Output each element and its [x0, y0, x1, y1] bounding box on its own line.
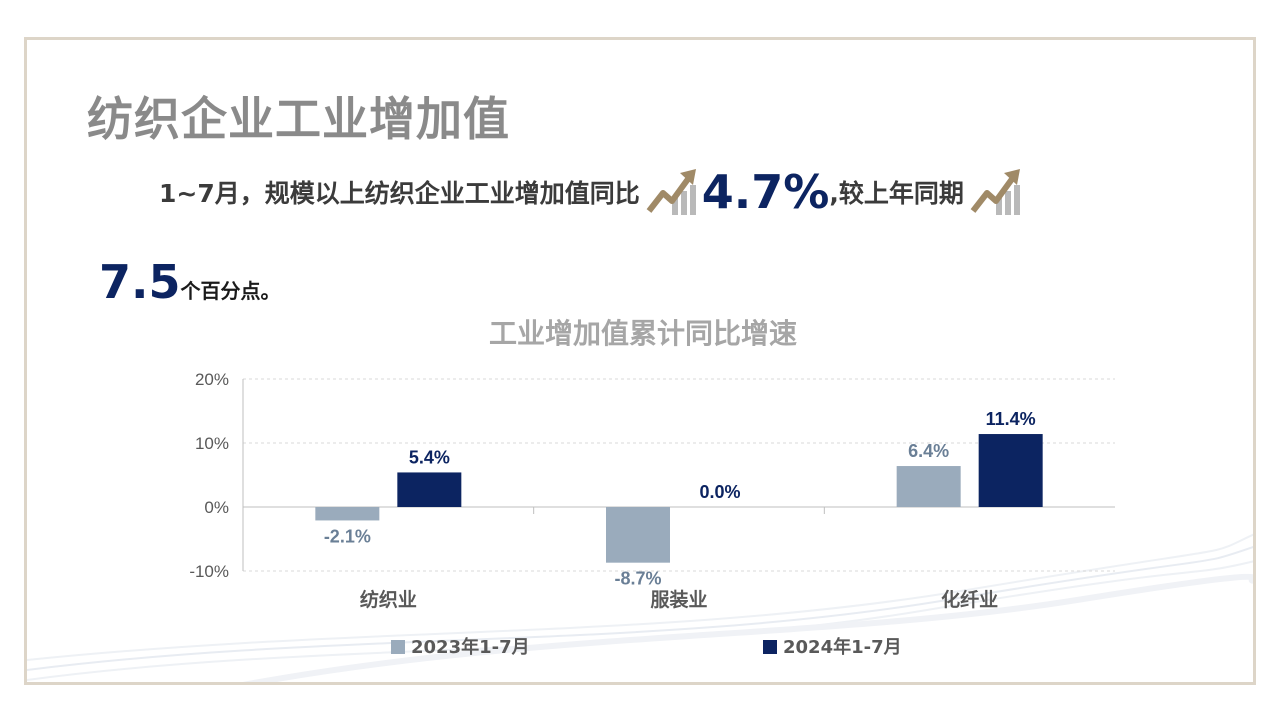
bar-chart: -10% 0% 10% 20% -2.1% 5.4% 纺织业 -8.7% 0.0% 服装业 6.4%…	[189, 370, 1115, 658]
bar	[397, 472, 462, 507]
y-tick-label: -10%	[189, 562, 229, 581]
page-title: 纺织企业工业增加值	[87, 92, 510, 146]
bar	[606, 507, 670, 563]
summary-line-1: 1~7月，规模以上纺织企业工业增加值同比 4.7% ,较上年同期	[159, 162, 1026, 222]
y-tick-label: 20%	[195, 370, 229, 389]
legend-label: 2024年1-7月	[783, 636, 902, 658]
trend-up-arrow-icon	[646, 169, 696, 215]
data-label: 0.0%	[699, 482, 740, 502]
legend-swatch	[763, 640, 777, 654]
bar	[896, 466, 961, 507]
summary-text-1: 1~7月，规模以上纺织企业工业增加值同比	[159, 179, 640, 208]
slide-frame: 纺织企业工业增加值 1~7月，规模以上纺织企业工业增加值同比 4.7% ,较上年…	[24, 37, 1256, 685]
summary-value-2: 7.5	[99, 255, 181, 309]
legend-swatch	[391, 640, 405, 654]
data-label: 11.4%	[986, 409, 1036, 429]
summary-text-2: ,较上年同期	[829, 179, 964, 208]
summary-value-1: 4.7%	[701, 165, 830, 219]
summary-text-3: 个百分点。	[180, 279, 281, 303]
x-category-label: 服装业	[650, 588, 707, 611]
data-label: -2.1%	[324, 526, 371, 546]
bar	[315, 507, 380, 521]
x-category-label: 化纤业	[941, 588, 998, 611]
summary-line-2: 7.5 个百分点。	[99, 255, 281, 311]
data-label: 6.4%	[908, 441, 949, 461]
chart-title: 工业增加值累计同比增速	[488, 317, 797, 350]
bar	[978, 434, 1043, 507]
trend-up-arrow-icon	[970, 169, 1020, 215]
y-tick-label: 10%	[195, 434, 229, 453]
data-label: -8.7%	[614, 569, 661, 589]
y-tick-label: 0%	[204, 498, 229, 517]
decorative-wave-background	[27, 533, 1253, 682]
data-label: 5.4%	[409, 447, 450, 467]
legend-label: 2023年1-7月	[411, 636, 530, 658]
x-category-label: 纺织业	[360, 588, 417, 611]
